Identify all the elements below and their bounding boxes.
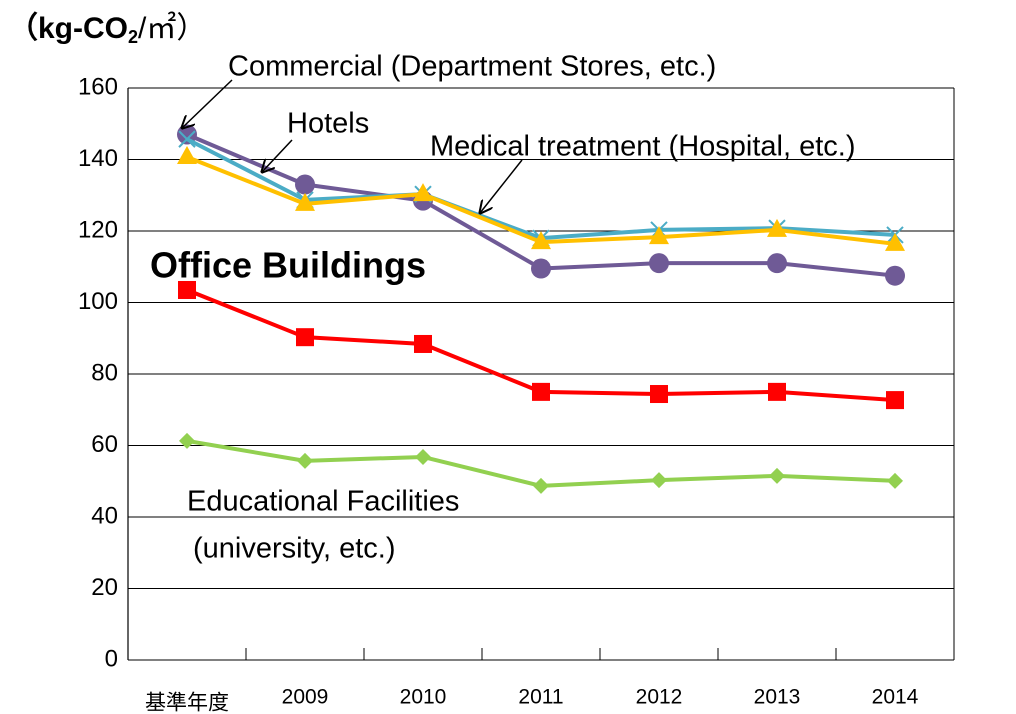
y-tick-label: 20 (91, 574, 118, 601)
y-tick-label: 100 (78, 288, 118, 315)
series-label: Office Buildings (150, 245, 426, 286)
point (178, 280, 196, 299)
x-tick-label: 2010 (400, 686, 447, 709)
point (297, 452, 313, 469)
point (179, 432, 195, 449)
series-label: Commercial (Department Stores, etc.) (228, 51, 716, 83)
y-axis-label: （kg-CO2/㎡） (8, 11, 206, 47)
arrow (262, 139, 293, 172)
arrow (480, 159, 523, 213)
x-tick-label: 2014 (872, 686, 919, 709)
x-tick-label: 2013 (754, 686, 801, 709)
point (414, 334, 432, 353)
y-tick-label: 80 (91, 359, 118, 386)
y-tick-label: 120 (78, 216, 118, 243)
arrow (182, 79, 233, 128)
x-tick-label: 2012 (636, 686, 683, 709)
point (885, 265, 905, 286)
x-tick-label: 2011 (518, 686, 563, 709)
point (295, 192, 315, 211)
point (533, 477, 549, 494)
point (296, 328, 314, 347)
point (649, 226, 669, 245)
point (767, 253, 787, 274)
point (885, 232, 905, 251)
point (532, 382, 550, 401)
point (413, 183, 433, 202)
series-label: Hotels (287, 108, 369, 140)
point (650, 385, 668, 404)
point (768, 382, 786, 401)
point (415, 448, 431, 465)
series-label: (university, etc.) (193, 533, 396, 565)
x-tick-label: 2009 (282, 686, 329, 709)
series-label: Educational Facilities (187, 486, 459, 518)
point (295, 174, 315, 195)
y-tick-label: 60 (91, 431, 118, 458)
series (177, 145, 905, 251)
y-tick-label: 160 (78, 73, 118, 100)
y-tick-label: 0 (105, 645, 118, 672)
series-label: Medical treatment (Hospital, etc.) (430, 131, 855, 163)
point (886, 391, 904, 410)
series (179, 432, 903, 494)
point (651, 472, 667, 489)
y-tick-label: 140 (78, 145, 118, 172)
annotation-arrows (182, 79, 523, 213)
point (649, 253, 669, 274)
x-tick-label: 基準年度 (145, 692, 229, 714)
point (531, 231, 551, 250)
y-tick-label: 40 (91, 502, 118, 529)
point (769, 467, 785, 484)
series (178, 280, 904, 410)
point (887, 472, 903, 489)
point (531, 258, 551, 279)
point (178, 130, 196, 148)
point (177, 145, 197, 164)
point (767, 218, 787, 237)
